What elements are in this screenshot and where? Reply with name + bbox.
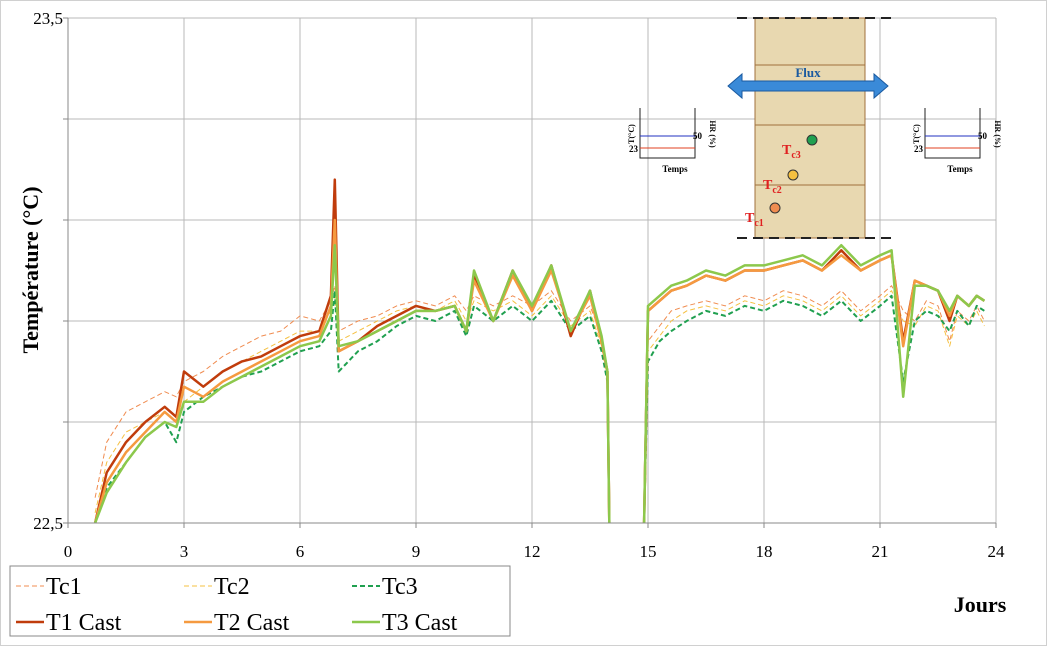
x-tick-label: 12 [524, 542, 541, 561]
legend-label: Tc1 [46, 574, 82, 600]
series-line [94, 289, 985, 523]
legend-box [9, 565, 511, 637]
sensor-label-base: T [782, 143, 792, 158]
x-tick-label: 9 [412, 542, 421, 561]
x-tick-label: 6 [296, 542, 305, 561]
y-tick-label: 22,5 [33, 514, 63, 533]
flux-label: Flux [795, 65, 821, 80]
sensor-label-sub: c3 [791, 150, 800, 161]
mini-y2-label: HR (%) [993, 120, 1002, 148]
sensor-dot [769, 202, 781, 214]
legend-label: Tc2 [214, 574, 250, 600]
legend-label: T1 Cast [46, 610, 122, 636]
y-axis-title: Température (°C) [18, 186, 43, 353]
legend-label: Tc3 [382, 574, 418, 600]
x-tick-label: 18 [756, 542, 773, 561]
x-tick-label: 21 [872, 542, 889, 561]
wall [754, 17, 866, 239]
series-line [94, 285, 985, 523]
sensor-label-sub: c1 [754, 218, 763, 229]
mini-axes [924, 108, 981, 159]
sensor-dot [787, 169, 799, 181]
mini-high: 50 [978, 131, 988, 141]
legend: Tc1 Tc2 Tc3 T1 Cast T2 Cast T3 Cast [9, 565, 511, 637]
y-tick-label: 23,5 [33, 9, 63, 28]
mini-low: 23 [629, 144, 639, 154]
sensor-label: Tc1 [745, 211, 764, 229]
x-tick-label: 3 [180, 542, 189, 561]
mini-low: 23 [914, 144, 924, 154]
sensor-label: Tc3 [782, 143, 801, 161]
mini-x-label: Temps [662, 164, 688, 174]
x-tick-label: 24 [988, 542, 1006, 561]
plot-lines [93, 178, 986, 523]
legend-label: T2 Cast [214, 610, 290, 636]
x-axis-title: Jours [954, 592, 1007, 617]
series-line [93, 243, 986, 523]
sensor-label-base: T [763, 178, 773, 193]
flux-arrow [727, 72, 889, 100]
mini-x-label: Temps [947, 164, 973, 174]
sensor-label-base: T [745, 211, 755, 226]
sensor-label: Tc2 [763, 178, 782, 196]
sensor-dot [806, 134, 818, 146]
series-line [94, 290, 985, 523]
mini-y-label: T(°C) [627, 124, 636, 144]
mini-high: 50 [693, 131, 703, 141]
x-tick-label: 15 [640, 542, 657, 561]
mini-y-label: T(°C) [912, 124, 921, 144]
series-line [93, 218, 986, 523]
x-tick-label: 0 [64, 542, 73, 561]
sensor-label-sub: c2 [772, 185, 781, 196]
mini-axes [639, 108, 696, 159]
mini-y2-label: HR (%) [708, 120, 717, 148]
legend-label: T3 Cast [382, 610, 458, 636]
